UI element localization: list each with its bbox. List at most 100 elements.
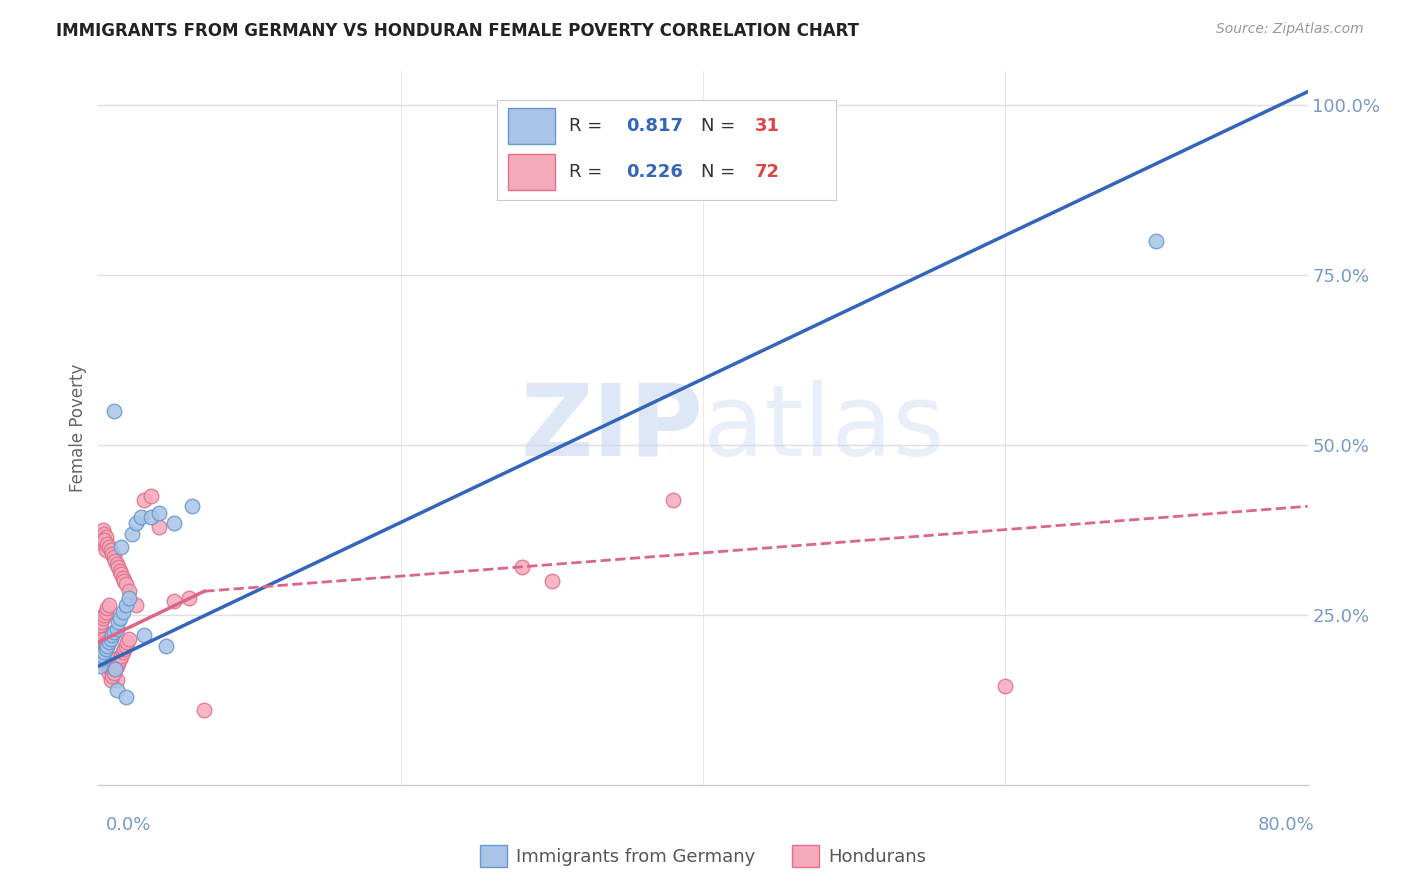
Point — [93, 632, 115, 646]
Point — [132, 628, 155, 642]
Point — [94, 642, 117, 657]
Point — [104, 652, 127, 666]
Point — [101, 669, 124, 683]
Point — [90, 642, 112, 657]
Point — [89, 645, 111, 659]
Point — [94, 635, 117, 649]
Point — [96, 639, 118, 653]
Point — [94, 543, 117, 558]
Point — [91, 611, 114, 625]
Point — [103, 404, 125, 418]
Point — [103, 625, 125, 640]
Point — [118, 632, 141, 646]
Text: IMMIGRANTS FROM GERMANY VS HONDURAN FEMALE POVERTY CORRELATION CHART: IMMIGRANTS FROM GERMANY VS HONDURAN FEMA… — [56, 22, 859, 40]
Point — [111, 571, 134, 585]
Point — [105, 659, 128, 673]
Point — [100, 662, 122, 676]
Point — [103, 656, 125, 670]
Point — [148, 519, 170, 533]
Point — [98, 598, 121, 612]
Point — [661, 492, 683, 507]
Point — [118, 584, 141, 599]
Point — [179, 591, 201, 605]
Point — [107, 615, 129, 629]
Point — [90, 533, 112, 548]
Point — [163, 516, 186, 531]
Point — [112, 642, 135, 657]
Point — [91, 645, 114, 659]
Point — [96, 537, 118, 551]
Point — [100, 673, 122, 687]
Point — [98, 635, 121, 649]
Point — [105, 557, 128, 571]
Point — [110, 648, 132, 663]
Point — [163, 594, 186, 608]
Point — [91, 523, 114, 537]
Point — [110, 567, 132, 582]
Point — [108, 652, 131, 666]
Legend: Immigrants from Germany, Hondurans: Immigrants from Germany, Hondurans — [472, 838, 934, 874]
Point — [89, 618, 111, 632]
Point — [104, 662, 127, 676]
Point — [90, 615, 112, 629]
Point — [105, 673, 128, 687]
Y-axis label: Female Poverty: Female Poverty — [69, 364, 87, 492]
Point — [90, 652, 112, 666]
Point — [104, 662, 127, 676]
Text: 0.0%: 0.0% — [105, 816, 150, 834]
Point — [94, 659, 117, 673]
Point — [114, 639, 136, 653]
Point — [115, 635, 138, 649]
Point — [93, 533, 115, 548]
Point — [101, 628, 124, 642]
Point — [118, 591, 141, 605]
Point — [110, 540, 132, 554]
Point — [148, 506, 170, 520]
Point — [96, 648, 118, 663]
Point — [1144, 234, 1167, 248]
Point — [114, 690, 136, 704]
Point — [101, 547, 124, 561]
Point — [101, 659, 124, 673]
Point — [181, 500, 204, 514]
Point — [91, 648, 114, 663]
Point — [105, 622, 128, 636]
Point — [100, 652, 122, 666]
Point — [129, 509, 152, 524]
Point — [121, 526, 143, 541]
Point — [112, 574, 135, 588]
Point — [107, 656, 129, 670]
Point — [103, 665, 125, 680]
Point — [90, 628, 112, 642]
Point — [93, 526, 115, 541]
Point — [100, 632, 122, 646]
Point — [98, 540, 121, 554]
Text: 80.0%: 80.0% — [1258, 816, 1315, 834]
Point — [100, 543, 122, 558]
Point — [114, 577, 136, 591]
Point — [103, 550, 125, 565]
Point — [510, 560, 533, 574]
Point — [132, 492, 155, 507]
Point — [93, 652, 115, 666]
Point — [540, 574, 562, 588]
Point — [111, 605, 134, 619]
Text: Source: ZipAtlas.com: Source: ZipAtlas.com — [1216, 22, 1364, 37]
Text: ZIP: ZIP — [520, 380, 703, 476]
Point — [107, 560, 129, 574]
Point — [96, 639, 118, 653]
Point — [155, 639, 177, 653]
Point — [125, 516, 148, 531]
Point — [94, 530, 117, 544]
Point — [91, 537, 114, 551]
Point — [108, 564, 131, 578]
Text: atlas: atlas — [703, 380, 945, 476]
Point — [89, 659, 111, 673]
Point — [93, 645, 115, 659]
Point — [89, 632, 111, 646]
Point — [141, 509, 163, 524]
Point — [91, 625, 114, 640]
Point — [98, 656, 121, 670]
Point — [108, 611, 131, 625]
Point — [94, 605, 117, 619]
